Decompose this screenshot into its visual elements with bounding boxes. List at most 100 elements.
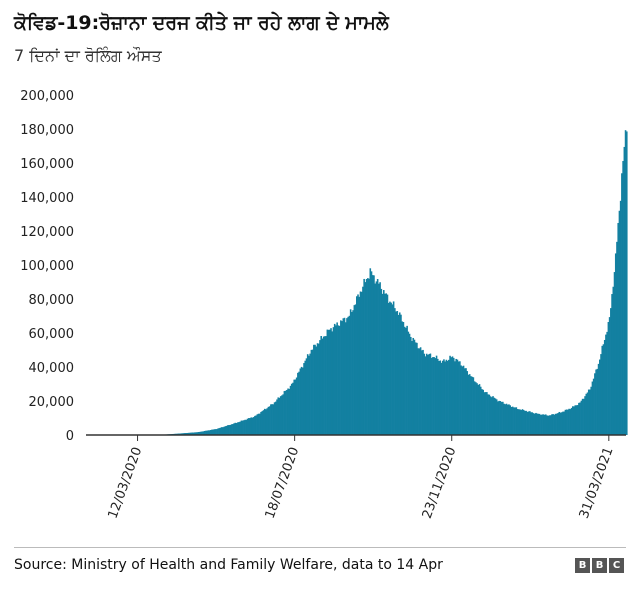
bar — [600, 354, 602, 435]
bar — [567, 409, 569, 435]
bar — [425, 353, 428, 435]
bar — [336, 322, 338, 435]
bar — [327, 329, 330, 435]
bar — [278, 397, 281, 435]
bar — [294, 379, 297, 435]
bar — [503, 403, 505, 435]
bar — [221, 427, 223, 435]
bar — [228, 425, 230, 435]
y-axis: 0 20,000 40,000 60,000 80,000 100,000 120,000 1… — [20, 89, 74, 444]
bar — [297, 372, 299, 435]
y-tick-label: 40,000 — [29, 361, 75, 376]
bar — [549, 415, 552, 435]
bar — [403, 326, 406, 435]
bar — [319, 340, 321, 435]
bar — [238, 422, 240, 435]
bar — [405, 327, 407, 435]
bar — [456, 359, 459, 435]
bar — [189, 432, 191, 435]
bar — [607, 322, 610, 435]
bar — [532, 413, 535, 435]
bar — [208, 430, 211, 435]
bar — [586, 392, 589, 435]
bar — [385, 293, 388, 435]
bbc-logo-letter-2: B — [592, 558, 607, 573]
bar — [411, 341, 413, 435]
bar — [251, 417, 254, 435]
bar — [462, 365, 465, 435]
bar — [488, 394, 491, 435]
bar — [239, 421, 241, 435]
y-tick-label: 100,000 — [20, 259, 74, 274]
bar — [275, 401, 277, 435]
bar — [359, 291, 362, 435]
chart-title: ਕੋਵਿਡ-19:ਰੋਜ਼ਾਨਾ ਦਰਜ ਕੀਤੇ ਜਾ ਰਹੇ ਲਾਗ ਦੇ … — [14, 12, 389, 34]
bar — [599, 359, 601, 435]
bar — [314, 344, 316, 435]
x-tick-label: 23/11/2020 — [420, 445, 460, 521]
y-tick-label: 80,000 — [29, 293, 75, 308]
bar — [370, 271, 373, 435]
bar — [457, 361, 460, 435]
bar — [440, 362, 443, 435]
bar — [535, 412, 537, 435]
bar — [424, 356, 427, 435]
bar — [406, 325, 408, 435]
bar — [356, 296, 358, 435]
bar — [235, 422, 238, 435]
bar — [378, 283, 380, 435]
source-note: Source: Ministry of Health and Family We… — [14, 557, 443, 573]
bar — [608, 317, 611, 435]
bar — [202, 431, 205, 435]
bar — [402, 321, 405, 435]
bar — [581, 398, 584, 435]
bar — [288, 388, 291, 435]
bar — [481, 389, 483, 435]
bar — [414, 342, 417, 435]
bar — [536, 413, 538, 435]
bar — [191, 432, 194, 435]
y-tick-label: 180,000 — [20, 123, 74, 138]
bar — [283, 391, 286, 435]
bar — [451, 356, 454, 435]
bar — [315, 346, 318, 435]
bar — [610, 308, 612, 435]
bar — [434, 358, 437, 435]
bar — [522, 409, 525, 435]
bar — [493, 397, 496, 435]
bar — [498, 400, 500, 435]
bbc-logo-letter-1: B — [575, 558, 590, 573]
bar — [287, 388, 289, 435]
bar — [617, 222, 619, 435]
bar — [212, 429, 214, 435]
bar — [340, 320, 342, 435]
bar — [243, 420, 245, 435]
bar — [524, 410, 526, 435]
bar — [418, 348, 421, 435]
bar — [373, 275, 375, 435]
bar — [309, 353, 311, 435]
bar — [413, 339, 416, 435]
bar — [470, 376, 472, 435]
y-tick-label: 20,000 — [29, 395, 75, 410]
bar — [400, 314, 402, 435]
bar — [333, 323, 336, 435]
bar — [245, 419, 248, 435]
bar — [229, 424, 232, 435]
bar — [455, 358, 457, 435]
bar — [553, 414, 556, 435]
bar — [473, 381, 476, 435]
bar — [543, 414, 546, 435]
bar — [467, 374, 470, 435]
bar — [445, 359, 448, 435]
bar — [575, 405, 578, 435]
bar — [526, 411, 529, 435]
chart-plot: 0 20,000 40,000 60,000 80,000 100,000 120,000 1… — [20, 89, 628, 521]
bar — [310, 349, 313, 435]
bar — [491, 397, 493, 435]
bar — [437, 358, 439, 435]
bar — [225, 425, 228, 435]
bar — [368, 278, 370, 435]
y-tick-label: 0 — [66, 429, 74, 444]
bar — [465, 368, 467, 435]
